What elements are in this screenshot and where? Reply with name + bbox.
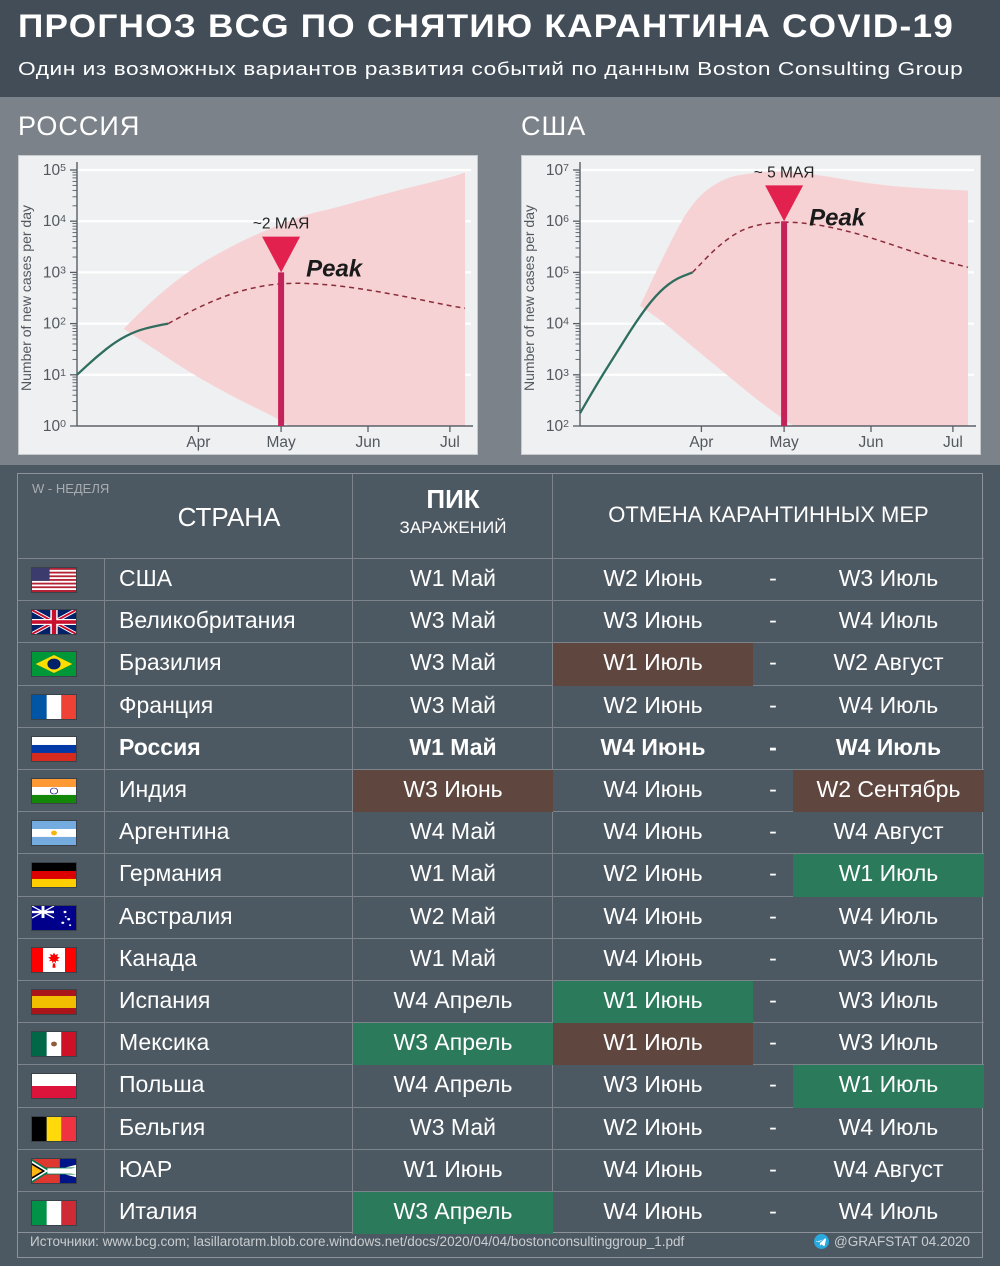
svg-text:107: 107 — [546, 162, 569, 179]
svg-text:103: 103 — [43, 264, 66, 281]
svg-text:Jun: Jun — [356, 434, 381, 451]
svg-text:Jul: Jul — [440, 434, 460, 451]
svg-text:104: 104 — [43, 213, 66, 230]
svg-text:104: 104 — [546, 316, 569, 333]
svg-text:102: 102 — [43, 316, 66, 333]
svg-text:105: 105 — [546, 264, 569, 281]
svg-text:Apr: Apr — [186, 434, 210, 451]
svg-text:103: 103 — [546, 367, 569, 384]
svg-text:Number of new cases per day: Number of new cases per day — [19, 205, 34, 391]
svg-text:Number of new cases per day: Number of new cases per day — [522, 205, 537, 391]
svg-text:105: 105 — [43, 162, 66, 179]
svg-text:106: 106 — [546, 213, 569, 230]
svg-text:100: 100 — [43, 418, 66, 435]
svg-text:Peak: Peak — [306, 256, 364, 283]
svg-text:Peak: Peak — [809, 204, 867, 231]
svg-text:Apr: Apr — [689, 434, 713, 451]
svg-text:Jul: Jul — [943, 434, 963, 451]
svg-text:May: May — [769, 434, 799, 451]
svg-text:Jun: Jun — [859, 434, 884, 451]
svg-text:~ 5 МАЯ: ~ 5 МАЯ — [754, 164, 815, 181]
svg-text:102: 102 — [546, 418, 569, 435]
svg-text:101: 101 — [43, 367, 66, 384]
svg-text:May: May — [266, 434, 296, 451]
svg-text:~2 МАЯ: ~2 МАЯ — [253, 216, 309, 233]
